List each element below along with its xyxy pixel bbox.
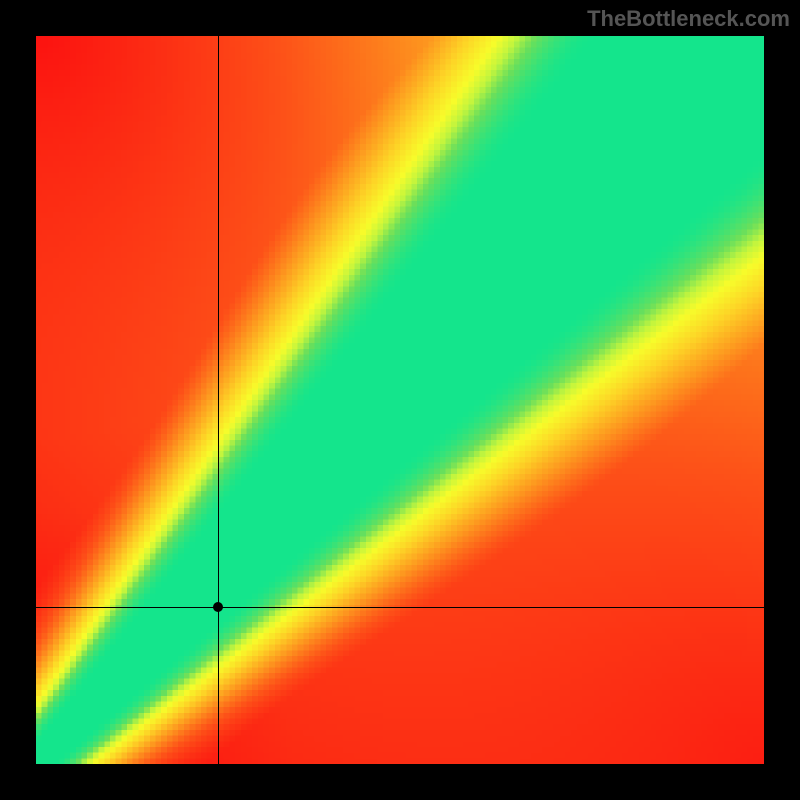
crosshair-vertical-line xyxy=(218,36,219,764)
watermark-text: TheBottleneck.com xyxy=(587,6,790,32)
heatmap-plot-area xyxy=(36,36,764,764)
heatmap-canvas xyxy=(36,36,764,764)
crosshair-marker-dot xyxy=(213,602,223,612)
crosshair-horizontal-line xyxy=(36,607,764,608)
